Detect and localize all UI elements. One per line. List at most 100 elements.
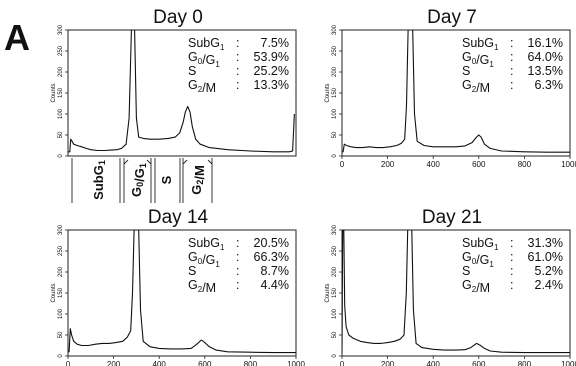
histogram-line [68,30,295,153]
stat-label: SubG1 [462,36,499,52]
stat-colon: : [510,278,513,292]
stat-value: 13.5% [528,64,563,78]
stat-colon: : [236,78,239,92]
x-tick-label: 200 [381,160,395,169]
phase-label: S [159,175,174,184]
histogram-panels: Day 0 0 50 100 150 200 250 300 Counts SubG1: 7.5% G… [51,7,576,366]
x-tick-label: 400 [153,360,167,366]
stat-label: SubG1 [462,236,499,252]
stat-colon: : [510,264,513,278]
stat-label: G0/G1 [462,250,494,269]
gate-bracket [146,159,152,165]
stat-colon: : [510,50,513,64]
panel-title: Day 7 [427,7,477,28]
stat-value: 31.3% [528,236,563,250]
y-tick-label: 250 [58,245,64,256]
x-tick-label: 0 [340,360,345,366]
histogram-line [342,230,570,354]
y-tick-label: 150 [58,87,64,98]
y-axis-label: Counts [325,83,331,102]
stat-value: 16.1% [528,36,563,50]
y-tick-label: 200 [332,66,338,77]
y-tick-label: 150 [58,287,64,298]
panel-title: Day 14 [148,207,209,228]
histogram-line [342,30,570,153]
panel-letter: A [4,17,30,58]
stat-label: S [188,64,196,78]
y-tick-label: 100 [58,108,64,119]
y-axis-label: Counts [51,283,57,302]
stat-colon: : [236,36,239,50]
y-tick-label: 50 [332,331,338,338]
stat-colon: : [510,36,513,50]
stat-value: 20.5% [254,236,289,250]
stat-label: G0/G1 [188,50,220,69]
x-tick-label: 200 [381,360,395,366]
x-tick-label: 400 [427,160,441,169]
y-tick-label: 250 [332,45,338,56]
stat-label: G0/G1 [462,50,494,69]
histogram-panel: Day 7 0 50 100 150 200 250 300 Counts 0 200 400 600 8… [325,7,576,169]
gate-bracket [207,159,213,165]
stat-value: 13.3% [254,78,289,92]
phase-label: SubG1 [91,160,107,200]
x-tick-label: 0 [340,160,345,169]
stat-colon: : [236,50,239,64]
stat-value: 61.0% [528,250,563,264]
stat-colon: : [236,250,239,264]
y-tick-label: 300 [58,24,64,35]
stat-colon: : [510,236,513,250]
y-tick-label: 300 [332,224,338,235]
stat-label: G2/M [462,78,490,95]
y-tick-label: 0 [332,154,338,158]
histogram-panel: Day 21 0 50 100 150 200 250 300 Counts 0 200 400 600… [325,207,576,366]
x-tick-label: 1000 [287,360,305,366]
x-tick-label: 800 [518,360,532,366]
x-tick-label: 800 [244,360,258,366]
y-tick-label: 300 [332,24,338,35]
phase-label: G2/M [189,165,207,195]
y-tick-label: 100 [58,308,64,319]
stat-value: 8.7% [261,264,290,278]
y-tick-label: 0 [58,154,64,158]
stat-value: 66.3% [254,250,289,264]
x-tick-label: 1000 [561,360,576,366]
stat-value: 6.3% [535,78,564,92]
x-tick-label: 600 [198,360,212,366]
x-tick-label: 0 [66,360,71,366]
y-tick-label: 50 [332,131,338,138]
stat-value: 53.9% [254,50,289,64]
stat-value: 2.4% [535,278,564,292]
stat-colon: : [236,264,239,278]
x-tick-label: 800 [518,160,532,169]
stat-colon: : [510,78,513,92]
stat-label: G0/G1 [188,250,220,269]
y-tick-label: 150 [332,287,338,298]
x-tick-label: 400 [427,360,441,366]
y-tick-label: 50 [58,131,64,138]
stat-label: S [188,264,196,278]
gate-bracket [123,159,129,165]
x-tick-label: 1000 [561,160,576,169]
panel-title: Day 0 [153,7,203,28]
y-tick-label: 250 [332,245,338,256]
stat-colon: : [236,64,239,78]
y-tick-label: 0 [332,354,338,358]
stat-value: 7.5% [261,36,290,50]
y-tick-label: 200 [58,266,64,277]
x-tick-label: 600 [472,160,486,169]
stat-colon: : [510,250,513,264]
stat-label: SubG1 [188,236,225,252]
stat-label: G2/M [462,278,490,295]
y-tick-label: 0 [58,354,64,358]
y-tick-label: 100 [332,308,338,319]
stat-value: 4.4% [261,278,290,292]
stat-value: 64.0% [528,50,563,64]
stat-colon: : [510,64,513,78]
stat-label: S [462,264,470,278]
stat-label: SubG1 [188,36,225,52]
y-tick-label: 200 [58,66,64,77]
stat-colon: : [236,278,239,292]
stat-label: S [462,64,470,78]
